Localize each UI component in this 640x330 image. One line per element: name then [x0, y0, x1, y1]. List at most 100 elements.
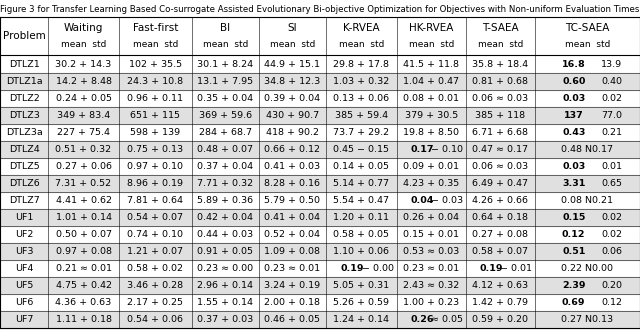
Text: 651 + 115: 651 + 115 [131, 111, 180, 120]
Text: 0.50 + 0.07: 0.50 + 0.07 [56, 230, 111, 239]
Text: 0.69: 0.69 [562, 298, 586, 307]
Text: 0.60: 0.60 [562, 77, 586, 85]
Text: − 0.03: − 0.03 [431, 196, 463, 205]
Text: 2.39: 2.39 [562, 281, 586, 290]
Text: 0.45 − 0.15: 0.45 − 0.15 [333, 145, 389, 154]
Text: 0.27 N0.13: 0.27 N0.13 [561, 315, 614, 324]
Text: 13.1 + 7.95: 13.1 + 7.95 [197, 77, 253, 85]
Text: 4.41 + 0.62: 4.41 + 0.62 [56, 196, 111, 205]
Text: 0.09 + 0.01: 0.09 + 0.01 [403, 162, 460, 171]
Text: 0.26 + 0.04: 0.26 + 0.04 [403, 213, 460, 222]
Text: 0.06 ≈ 0.03: 0.06 ≈ 0.03 [472, 94, 529, 103]
Text: 0.54 + 0.07: 0.54 + 0.07 [127, 213, 184, 222]
Text: 0.74 + 0.10: 0.74 + 0.10 [127, 230, 184, 239]
Text: 0.03: 0.03 [562, 162, 586, 171]
Text: 0.58 + 0.07: 0.58 + 0.07 [472, 247, 528, 256]
Text: 0.24 + 0.05: 0.24 + 0.05 [56, 94, 111, 103]
Text: 0.42 + 0.04: 0.42 + 0.04 [197, 213, 253, 222]
Text: 430 + 90.7: 430 + 90.7 [266, 111, 319, 120]
Text: 5.79 + 0.50: 5.79 + 0.50 [264, 196, 320, 205]
Text: 4.23 + 0.35: 4.23 + 0.35 [403, 179, 460, 188]
Text: 24.3 + 10.8: 24.3 + 10.8 [127, 77, 184, 85]
Bar [0, 209, 640, 226]
Text: 0.75 + 0.13: 0.75 + 0.13 [127, 145, 184, 154]
Text: 5.14 + 0.77: 5.14 + 0.77 [333, 179, 389, 188]
Text: 0.27 + 0.06: 0.27 + 0.06 [56, 162, 111, 171]
Text: UF4: UF4 [15, 264, 33, 273]
Text: 0.21: 0.21 [601, 128, 622, 137]
Text: 0.53 ≈ 0.03: 0.53 ≈ 0.03 [403, 247, 460, 256]
Bar [0, 141, 640, 158]
Text: 0.41 + 0.03: 0.41 + 0.03 [264, 162, 321, 171]
Text: 8.28 + 0.16: 8.28 + 0.16 [264, 179, 320, 188]
Text: 0.15 + 0.01: 0.15 + 0.01 [403, 230, 460, 239]
Text: − 0.10: − 0.10 [431, 145, 463, 154]
Text: UF1: UF1 [15, 213, 33, 222]
Text: 0.39 + 0.04: 0.39 + 0.04 [264, 94, 321, 103]
Text: 0.23 ≈ 0.01: 0.23 ≈ 0.01 [403, 264, 460, 273]
Text: 41.5 + 11.8: 41.5 + 11.8 [403, 59, 460, 69]
Text: 4.36 + 0.63: 4.36 + 0.63 [56, 298, 112, 307]
Text: Figure 3 for Transfer Learning Based Co-surrogate Assisted Evolutionary Bi-objec: Figure 3 for Transfer Learning Based Co-… [0, 5, 640, 15]
Text: 1.04 + 0.47: 1.04 + 0.47 [403, 77, 460, 85]
Text: 0.20: 0.20 [601, 281, 622, 290]
Text: 0.44 + 0.03: 0.44 + 0.03 [197, 230, 253, 239]
Text: mean  std: mean std [203, 40, 248, 49]
Text: 0.22 N0.00: 0.22 N0.00 [561, 264, 613, 273]
Text: 0.97 + 0.10: 0.97 + 0.10 [127, 162, 184, 171]
Text: 0.23 ≈ 0.01: 0.23 ≈ 0.01 [264, 264, 321, 273]
Text: 29.8 + 17.8: 29.8 + 17.8 [333, 59, 389, 69]
Text: mean  std: mean std [269, 40, 315, 49]
Text: TC-SAEA: TC-SAEA [565, 23, 609, 33]
Text: 14.2 + 8.48: 14.2 + 8.48 [56, 77, 111, 85]
Text: 0.35 + 0.04: 0.35 + 0.04 [197, 94, 253, 103]
Text: HK-RVEA: HK-RVEA [409, 23, 454, 33]
Text: 418 + 90.2: 418 + 90.2 [266, 128, 319, 137]
Text: 0.52 + 0.04: 0.52 + 0.04 [264, 230, 320, 239]
Text: 0.04: 0.04 [411, 196, 434, 205]
Text: BI: BI [220, 23, 230, 33]
Text: 0.54 + 0.06: 0.54 + 0.06 [127, 315, 184, 324]
Text: DTLZ3a: DTLZ3a [6, 128, 42, 137]
Text: 2.00 + 0.18: 2.00 + 0.18 [264, 298, 320, 307]
Text: 0.17: 0.17 [411, 145, 434, 154]
Text: DTLZ6: DTLZ6 [9, 179, 40, 188]
Text: 1.10 + 0.06: 1.10 + 0.06 [333, 247, 389, 256]
Text: 0.03: 0.03 [562, 94, 586, 103]
Text: Problem: Problem [3, 31, 45, 41]
Text: 3.24 + 0.19: 3.24 + 0.19 [264, 281, 321, 290]
Text: 0.15: 0.15 [562, 213, 586, 222]
Text: 0.59 + 0.20: 0.59 + 0.20 [472, 315, 528, 324]
Text: 7.81 + 0.64: 7.81 + 0.64 [127, 196, 184, 205]
Text: 1.01 + 0.14: 1.01 + 0.14 [56, 213, 111, 222]
Text: 0.97 + 0.08: 0.97 + 0.08 [56, 247, 111, 256]
Text: mean  std: mean std [339, 40, 384, 49]
Text: UF3: UF3 [15, 247, 33, 256]
Text: 385 + 59.4: 385 + 59.4 [335, 111, 388, 120]
Bar [0, 243, 640, 260]
Text: UF5: UF5 [15, 281, 33, 290]
Bar [0, 73, 640, 89]
Text: 1.03 + 0.32: 1.03 + 0.32 [333, 77, 389, 85]
Text: 0.43: 0.43 [562, 128, 586, 137]
Text: 0.23 ≈ 0.00: 0.23 ≈ 0.00 [197, 264, 253, 273]
Text: 598 + 139: 598 + 139 [131, 128, 180, 137]
Text: 2.17 + 0.25: 2.17 + 0.25 [127, 298, 184, 307]
Text: 0.21 ≈ 0.01: 0.21 ≈ 0.01 [56, 264, 111, 273]
Text: DTLZ1a: DTLZ1a [6, 77, 42, 85]
Text: UF6: UF6 [15, 298, 33, 307]
Text: 0.66 + 0.12: 0.66 + 0.12 [264, 145, 320, 154]
Text: 385 + 118: 385 + 118 [476, 111, 525, 120]
Text: 0.96 + 0.11: 0.96 + 0.11 [127, 94, 184, 103]
Text: mean  std: mean std [477, 40, 523, 49]
Text: 3.31: 3.31 [562, 179, 586, 188]
Text: 0.91 + 0.05: 0.91 + 0.05 [197, 247, 253, 256]
Bar [0, 277, 640, 294]
Text: 6.49 + 0.47: 6.49 + 0.47 [472, 179, 528, 188]
Text: 77.0: 77.0 [601, 111, 622, 120]
Text: T-SAEA: T-SAEA [482, 23, 518, 33]
Text: 6.71 + 6.68: 6.71 + 6.68 [472, 128, 528, 137]
Text: 0.27 + 0.08: 0.27 + 0.08 [472, 230, 528, 239]
Text: 16.8: 16.8 [562, 59, 586, 69]
Text: mean  std: mean std [408, 40, 454, 49]
